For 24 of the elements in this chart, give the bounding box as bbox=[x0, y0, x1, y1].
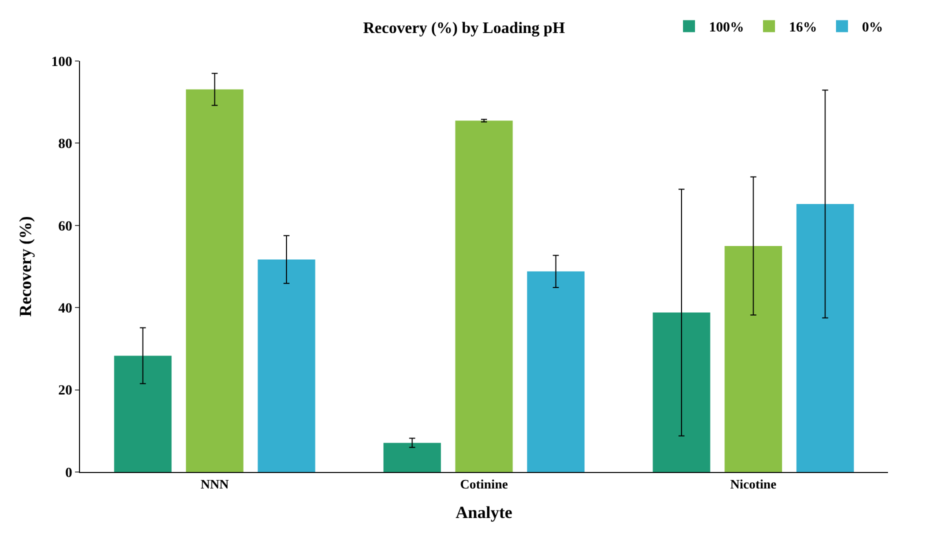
legend-label: 16% bbox=[789, 20, 817, 36]
legend-label: 100% bbox=[709, 20, 744, 36]
bar bbox=[114, 356, 172, 472]
y-tick-label: 80 bbox=[58, 137, 72, 152]
x-tick-label: NNN bbox=[200, 476, 230, 492]
bar bbox=[455, 120, 513, 472]
y-axis-title: Recovery (%) bbox=[16, 216, 35, 317]
x-tick-label: Cotinine bbox=[460, 476, 508, 492]
y-tick-label: 60 bbox=[58, 219, 72, 234]
chart-title: Recovery (%) by Loading pH bbox=[363, 20, 566, 37]
bar bbox=[724, 246, 782, 472]
y-tick-label: 20 bbox=[58, 384, 72, 399]
bar bbox=[796, 204, 854, 472]
y-tick-label: 0 bbox=[65, 466, 72, 481]
y-tick-label: 40 bbox=[58, 302, 72, 316]
x-axis-title: Analyte bbox=[456, 503, 513, 522]
legend-label: 0% bbox=[862, 20, 883, 36]
bar bbox=[652, 312, 710, 472]
bar bbox=[258, 260, 316, 472]
bar bbox=[186, 89, 244, 472]
bar bbox=[383, 442, 441, 472]
y-tick-label: 100 bbox=[51, 54, 72, 70]
bar bbox=[527, 271, 585, 472]
x-tick-label: Nicotine bbox=[730, 476, 777, 492]
